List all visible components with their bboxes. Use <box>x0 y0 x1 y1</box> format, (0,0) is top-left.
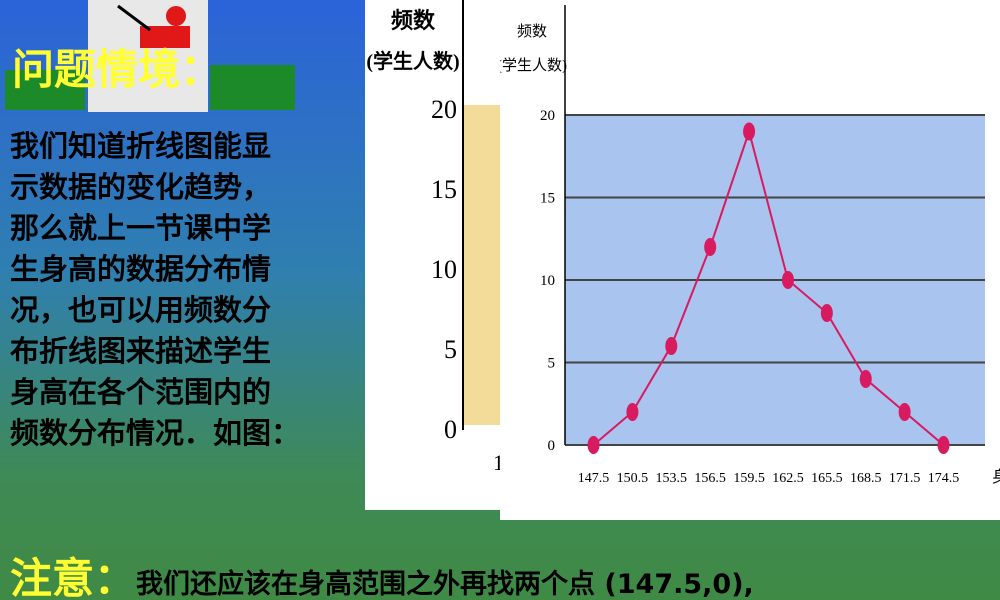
note: 注意：我们还应该在身高范围之外再找两个点 (147.5,0), <box>10 545 754 600</box>
x-tick-label: 156.5 <box>694 471 726 486</box>
line <box>592 128 945 446</box>
y-tick-label: 15 <box>431 175 457 204</box>
x-tick-label: 153.5 <box>656 471 688 486</box>
x-tick-label: 165.5 <box>811 471 843 486</box>
body-line: 布折线图来描述学生 <box>10 334 272 368</box>
point <box>781 271 794 289</box>
y-tick-label: 0 <box>444 415 457 444</box>
body-line: 生身高的数据分布情 <box>10 252 272 286</box>
point <box>820 304 833 322</box>
point <box>859 370 872 388</box>
point <box>626 403 639 421</box>
heading: 问题情境： <box>12 45 223 94</box>
y-axis-label: (学生人数) <box>366 49 459 73</box>
y-tick-label: 15 <box>540 191 555 207</box>
point <box>665 337 678 355</box>
y-tick-label: 20 <box>431 95 457 124</box>
y-tick-label: 10 <box>540 273 555 289</box>
x-tick-label: 159.5 <box>733 471 765 486</box>
body-line: 我们知道折线图能显 <box>10 129 272 163</box>
x-axis-label: 身 <box>992 468 1000 486</box>
x-tick-label: 1 <box>493 450 500 475</box>
body-line: 况，也可以用频数分 <box>10 293 272 327</box>
y-axis-label: (学生人数) <box>500 57 567 74</box>
point <box>743 122 756 141</box>
y-tick-label: 10 <box>431 255 457 284</box>
y-tick-label: 5 <box>548 356 556 372</box>
x-tick-label: 168.5 <box>850 471 882 486</box>
y-tick-label: 20 <box>540 108 555 124</box>
icon <box>5 0 295 112</box>
body-line: 频数分布情况．如图： <box>10 416 301 450</box>
x-tick-label: 174.5 <box>928 471 960 486</box>
y-tick-label: 0 <box>548 438 556 454</box>
front-chart: 0 5 10 15 20 频数 (学生人数) 147.5 150.5 153.5 156.5 159.… <box>500 0 1000 520</box>
x-tick-label: 162.5 <box>772 471 804 486</box>
note-text: 我们还应该在身高范围之外再找两个点 (147.5,0), <box>136 569 754 600</box>
y-tick-label: 5 <box>444 335 457 364</box>
point <box>898 403 911 421</box>
body-line: 身高在各个范围内的 <box>10 375 272 409</box>
body-line: 那么就上一节课中学 <box>10 211 272 245</box>
back-chart: 频数 (学生人数) 20 15 10 5 0 1 <box>365 0 500 510</box>
x-tick-label: 171.5 <box>889 471 921 486</box>
body-line: 示数据的变化趋势， <box>10 170 272 204</box>
y-axis-label: 频数 <box>391 8 436 33</box>
x-tick-label: 150.5 <box>617 471 649 486</box>
point <box>937 436 950 454</box>
x-tick-label: 147.5 <box>578 471 610 486</box>
note-lead: 注意： <box>10 554 137 600</box>
body-text: 我们知道折线图能显 示数据的变化趋势， 那么就上一节课中学 生身高的数据分布情 况，也可… <box>10 126 365 454</box>
y-axis-label: 频数 <box>517 23 547 40</box>
point <box>704 238 717 256</box>
point <box>587 436 600 454</box>
